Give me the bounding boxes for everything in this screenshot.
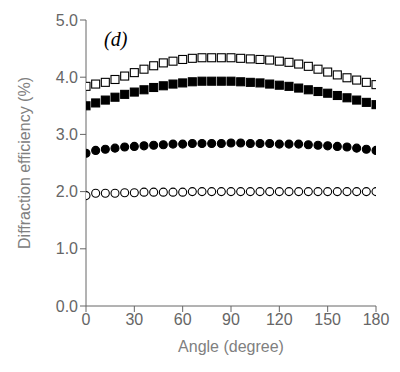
svg-text:150: 150 xyxy=(314,311,341,328)
svg-text:3.0: 3.0 xyxy=(56,126,78,143)
svg-text:Angle (degree): Angle (degree) xyxy=(178,338,284,355)
svg-text:1.0: 1.0 xyxy=(56,240,78,257)
svg-text:30: 30 xyxy=(125,311,143,328)
html-text:(d): (d) xyxy=(104,28,128,50)
svg-text:2.0: 2.0 xyxy=(56,183,78,200)
svg-text:4.0: 4.0 xyxy=(56,69,78,86)
svg-text:180: 180 xyxy=(363,311,390,328)
svg-text:0: 0 xyxy=(82,311,91,328)
svg-text:5.0: 5.0 xyxy=(56,12,78,29)
svg-text:Diffraction efficiency (%): Diffraction efficiency (%) xyxy=(16,77,33,249)
svg-text:90: 90 xyxy=(222,311,240,328)
svg-text:120: 120 xyxy=(266,311,293,328)
svg-text:60: 60 xyxy=(174,311,192,328)
svg-text:0.0: 0.0 xyxy=(56,298,78,315)
